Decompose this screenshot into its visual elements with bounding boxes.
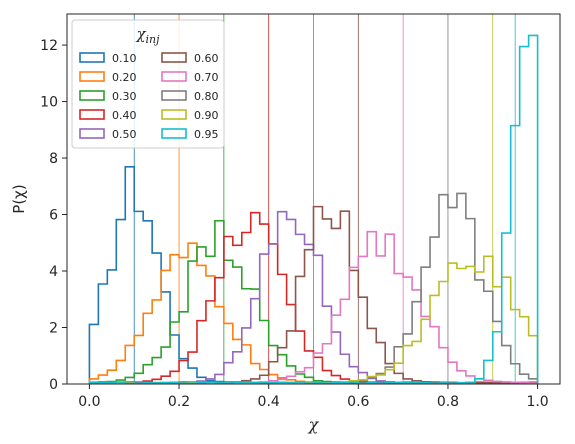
legend-swatch-0.70 [161,71,187,82]
legend-title: χinj [135,25,160,46]
legend-label-0.10: 0.10 [112,52,137,65]
legend-label-0.80: 0.80 [194,90,219,103]
legend-swatch-0.30 [79,90,105,101]
legend-label-0.95: 0.95 [194,128,219,141]
y-tick-label: 10 [40,95,58,111]
legend-swatch-0.10 [79,52,105,63]
legend-title-sub: inj [146,33,161,46]
x-tick-label: 0.2 [168,394,190,410]
x-axis-label: χ [308,415,320,434]
legend-swatch-0.80 [161,90,187,101]
legend-label-0.70: 0.70 [194,71,219,84]
y-tick-label: 2 [49,321,58,337]
legend-label-0.40: 0.40 [112,109,137,122]
y-axis-ticks: 0 2 4 6 8 10 12 [40,38,67,393]
y-axis-label: P(χ) [10,184,28,213]
legend-label-0.50: 0.50 [112,128,137,141]
histogram-series-0.95 [88,34,539,385]
x-axis-ticks: 0.0 0.2 0.4 0.6 0.8 1.0 [78,384,549,410]
x-tick-label: 0.0 [78,394,100,410]
y-tick-label: 0 [49,377,58,393]
y-tick-label: 4 [49,264,58,280]
legend-swatch-0.20 [79,71,105,82]
x-tick-label: 0.8 [437,394,459,410]
legend-swatch-0.60 [161,52,187,63]
legend-label-0.20: 0.20 [112,71,137,84]
x-tick-label: 0.4 [258,394,280,410]
legend-swatch-0.95 [161,128,187,139]
histogram-series-group [88,34,539,385]
legend: χinj 0.10 0.20 0.30 0.40 0.50 0.60 0.70 0.80 0.9… [71,19,225,149]
legend-swatch-0.90 [161,109,187,120]
legend-swatch-0.50 [79,128,105,139]
y-tick-label: 12 [40,38,58,54]
legend-label-0.30: 0.30 [112,90,137,103]
legend-title-main: χ [135,25,146,43]
y-tick-label: 8 [49,151,58,167]
legend-swatch-0.40 [79,109,105,120]
x-tick-label: 1.0 [526,394,548,410]
y-tick-label: 6 [49,208,58,224]
legend-entries: 0.10 0.20 0.30 0.40 0.50 0.60 0.70 0.80 0.90 0.95 [79,52,219,141]
x-tick-label: 0.6 [347,394,369,410]
plot-frame [66,13,561,385]
legend-label-0.60: 0.60 [194,52,219,65]
legend-label-0.90: 0.90 [194,109,219,122]
